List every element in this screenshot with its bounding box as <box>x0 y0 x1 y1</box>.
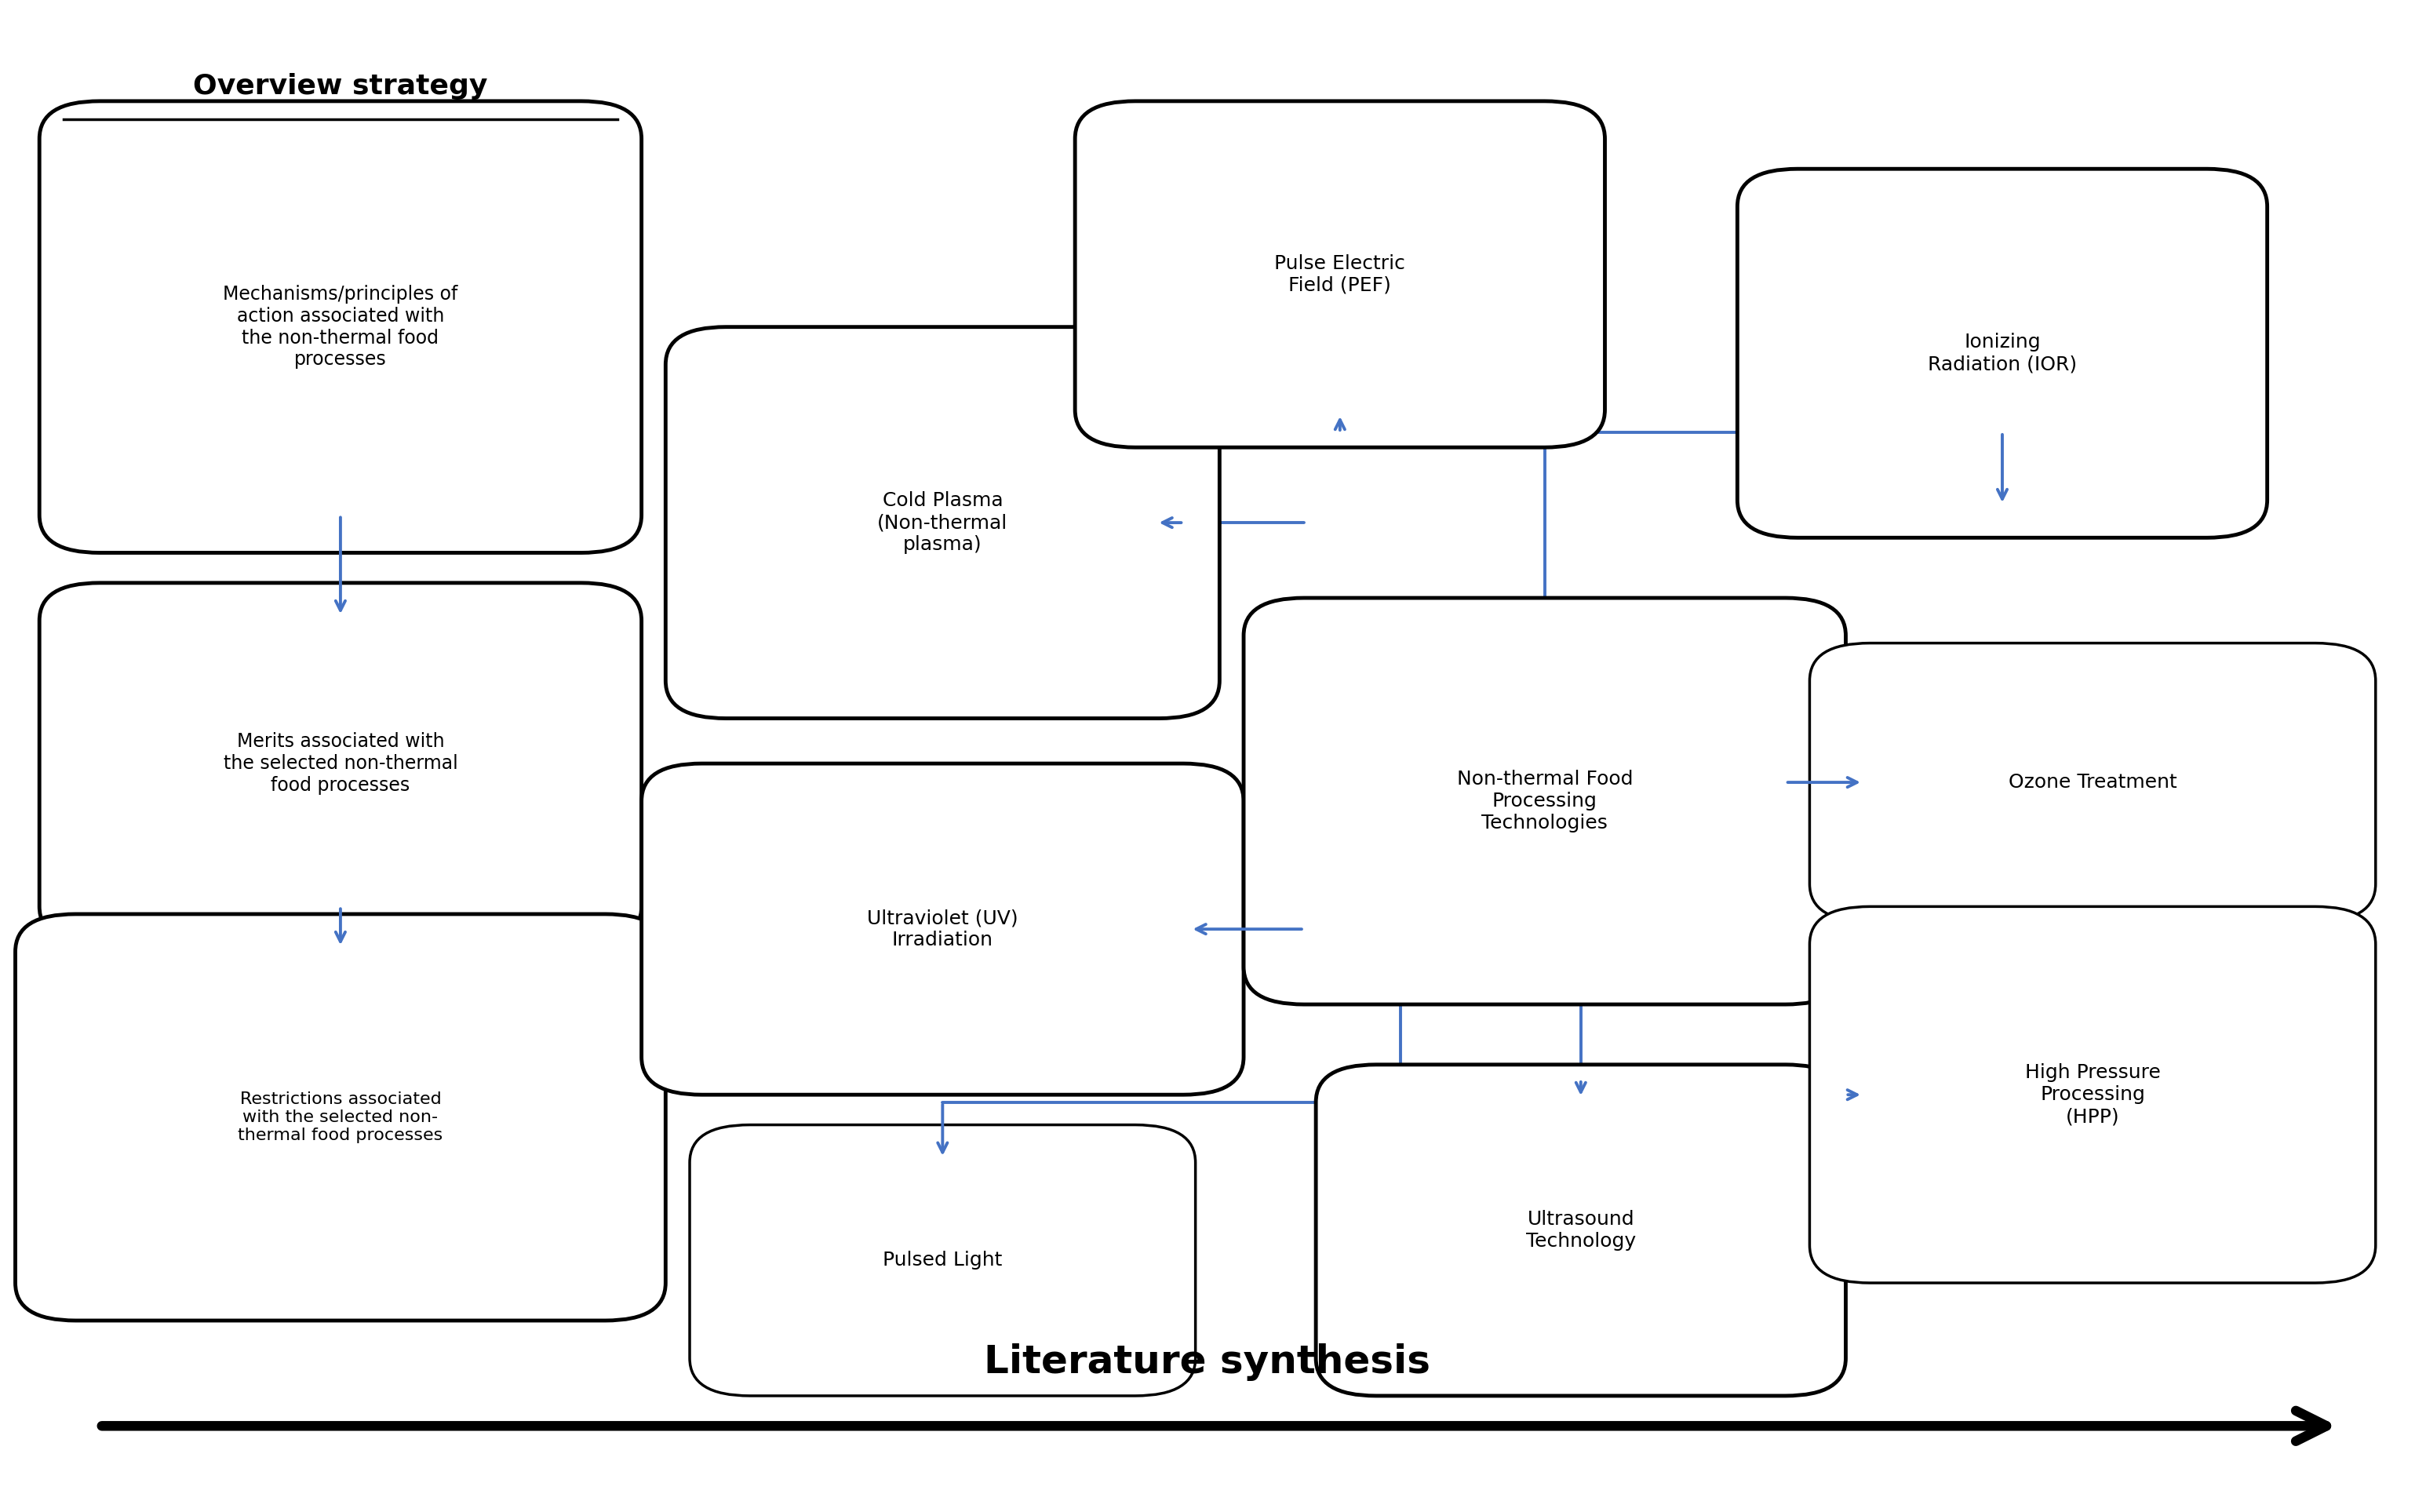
FancyBboxPatch shape <box>1809 907 2376 1282</box>
Text: Overview strategy: Overview strategy <box>193 73 488 100</box>
Text: Restrictions associated
with the selected non-
thermal food processes: Restrictions associated with the selecte… <box>239 1092 442 1143</box>
FancyBboxPatch shape <box>39 101 642 553</box>
Text: Ultraviolet (UV)
Irradiation: Ultraviolet (UV) Irradiation <box>867 909 1019 950</box>
Text: Non-thermal Food
Processing
Technologies: Non-thermal Food Processing Technologies <box>1456 770 1633 833</box>
FancyBboxPatch shape <box>39 582 642 943</box>
FancyBboxPatch shape <box>691 1125 1195 1396</box>
Text: Ozone Treatment: Ozone Treatment <box>2009 773 2176 792</box>
FancyBboxPatch shape <box>1736 169 2268 538</box>
FancyBboxPatch shape <box>1075 101 1606 448</box>
FancyBboxPatch shape <box>642 764 1244 1095</box>
FancyBboxPatch shape <box>1316 1064 1845 1396</box>
Text: Literature synthesis: Literature synthesis <box>985 1343 1430 1380</box>
Text: Ultrasound
Technology: Ultrasound Technology <box>1526 1210 1635 1250</box>
Text: Pulsed Light: Pulsed Light <box>884 1250 1002 1270</box>
Text: Ionizing
Radiation (IOR): Ionizing Radiation (IOR) <box>1927 333 2077 373</box>
Text: Pulse Electric
Field (PEF): Pulse Electric Field (PEF) <box>1275 254 1406 295</box>
FancyBboxPatch shape <box>667 327 1220 718</box>
Text: Mechanisms/principles of
action associated with
the non-thermal food
processes: Mechanisms/principles of action associat… <box>222 284 459 369</box>
Text: Merits associated with
the selected non-thermal
food processes: Merits associated with the selected non-… <box>222 732 459 795</box>
Text: High Pressure
Processing
(HPP): High Pressure Processing (HPP) <box>2024 1063 2161 1126</box>
FancyBboxPatch shape <box>1809 643 2376 922</box>
FancyBboxPatch shape <box>14 915 667 1320</box>
FancyBboxPatch shape <box>1244 597 1845 1004</box>
Text: Cold Plasma
(Non-thermal
plasma): Cold Plasma (Non-thermal plasma) <box>877 491 1007 553</box>
